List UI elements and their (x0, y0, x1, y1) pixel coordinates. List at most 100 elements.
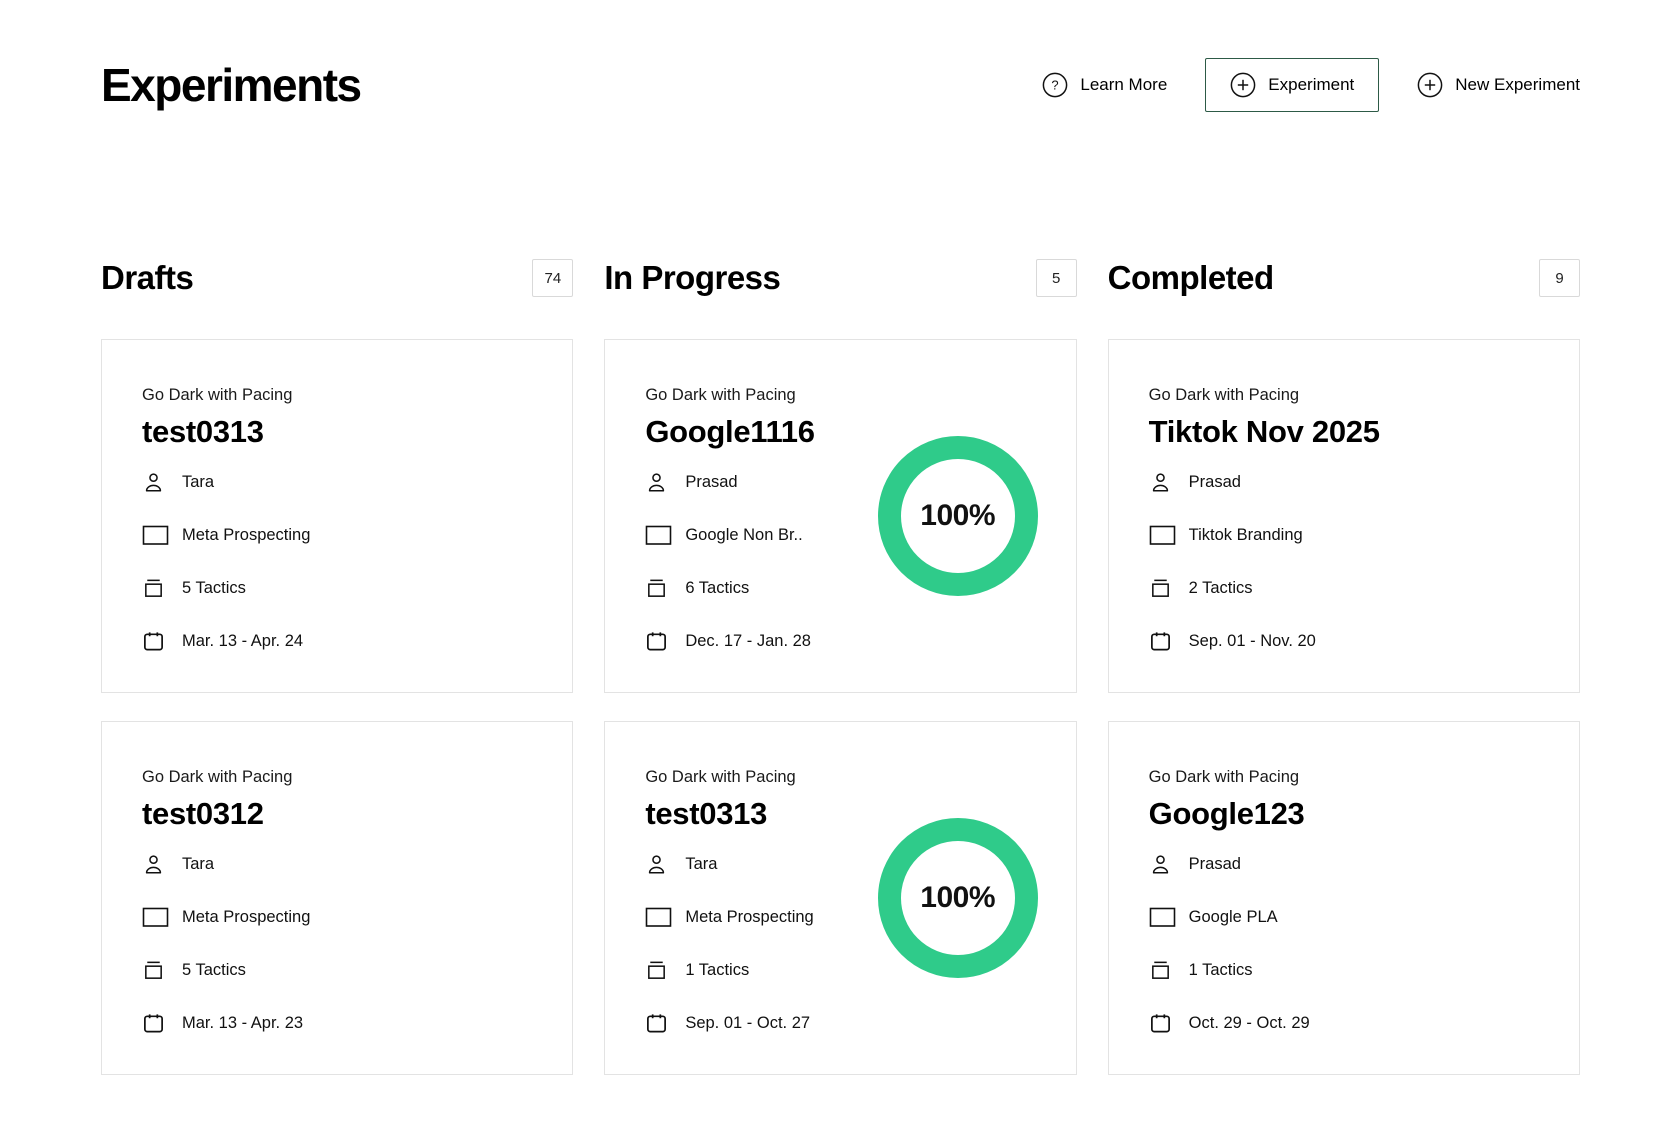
channel-name: Meta Prospecting (685, 907, 814, 926)
channel-name: Tiktok Branding (1188, 525, 1303, 544)
channel-rectangle-icon (645, 523, 672, 547)
progress-value: 100% (920, 499, 996, 532)
experiment-card[interactable]: Go Dark with Pacing Google1116 Prasad Go… (604, 339, 1077, 693)
owner-name: Tara (685, 854, 718, 873)
channel-rectangle-icon (1149, 523, 1176, 547)
experiment-type: Go Dark with Pacing (645, 386, 796, 404)
owner-name: Prasad (1188, 472, 1241, 491)
owner-name: Tara (182, 472, 215, 491)
column-in-progress: In Progress 5 Go Dark with Pacing Google… (604, 258, 1077, 1075)
learn-more-button[interactable]: ? Learn More (1042, 72, 1167, 98)
experiment-card[interactable]: Go Dark with Pacing test0313 Tara Meta P… (604, 721, 1077, 1075)
tactics-count: 5 Tactics (182, 578, 246, 597)
channel-row: Tiktok Branding (1149, 521, 1539, 549)
experiment-type: Go Dark with Pacing (1148, 768, 1300, 786)
tactics-count: 1 Tactics (685, 960, 750, 979)
column-title: In Progress (604, 259, 781, 296)
date-range: Sep. 01 - Oct. 27 (685, 1013, 811, 1032)
channel-rectangle-icon (645, 905, 672, 929)
svg-text:?: ? (1052, 78, 1059, 93)
channel-rectangle-icon (1149, 905, 1176, 929)
channel-name: Google PLA (1188, 907, 1278, 926)
dates-row: Oct. 29 - Oct. 29 (1149, 1009, 1539, 1037)
column-drafts-header: Drafts 74 (101, 258, 574, 298)
dates-row: Mar. 13 - Apr. 24 (142, 627, 532, 655)
experiment-type: Go Dark with Pacing (645, 768, 796, 786)
tactics-row: 1 Tactics (645, 956, 1035, 984)
person-icon (142, 471, 169, 494)
calendar-icon (1149, 1012, 1176, 1035)
experiment-title: Google1116 (645, 414, 815, 449)
calendar-icon (645, 1012, 672, 1035)
date-range: Mar. 13 - Apr. 23 (182, 1013, 304, 1032)
column-title: Drafts (101, 259, 194, 296)
column-completed-header: Completed 9 (1108, 258, 1580, 298)
channel-row: Meta Prospecting (645, 903, 1035, 931)
experiment-card[interactable]: Go Dark with Pacing test0312 Tara Meta P… (101, 721, 574, 1075)
owner-row: Prasad (1149, 850, 1539, 878)
tactics-row: 5 Tactics (142, 956, 532, 984)
experiment-title: Tiktok Nov 2025 (1148, 414, 1380, 449)
column-count-badge: 9 (1539, 259, 1580, 297)
dates-row: Dec. 17 - Jan. 28 (645, 627, 1035, 655)
experiment-type: Go Dark with Pacing (142, 386, 293, 404)
experiment-title: test0312 (142, 796, 264, 831)
experiment-title: test0313 (645, 796, 768, 831)
channel-row: Meta Prospecting (142, 903, 532, 931)
progress-value: 100% (920, 881, 996, 914)
experiment-button-label: Experiment (1268, 75, 1355, 94)
experiment-card[interactable]: Go Dark with Pacing Tiktok Nov 2025 Pras… (1107, 339, 1580, 693)
tactics-count: 6 Tactics (685, 578, 750, 597)
owner-row: Prasad (645, 468, 1035, 496)
tactics-row: 6 Tactics (645, 574, 1035, 602)
tactics-tray-icon (1149, 577, 1176, 600)
dates-row: Sep. 01 - Nov. 20 (1149, 627, 1539, 655)
person-icon (645, 853, 672, 876)
tactics-tray-icon (142, 577, 169, 600)
calendar-icon (142, 630, 169, 653)
channel-row: Meta Prospecting (142, 521, 532, 549)
tactics-row: 1 Tactics (1149, 956, 1539, 984)
person-icon (1149, 471, 1176, 494)
owner-row: Prasad (1149, 468, 1539, 496)
experiments-board: Drafts 74 Go Dark with Pacing test0313 T… (0, 258, 1680, 1075)
tactics-count: 2 Tactics (1188, 578, 1253, 597)
owner-name: Prasad (685, 472, 738, 491)
owner-row: Tara (142, 468, 532, 496)
experiment-type: Go Dark with Pacing (1148, 386, 1300, 404)
experiment-title: Google123 (1148, 796, 1305, 831)
experiment-title: test0313 (142, 414, 264, 449)
tactics-tray-icon (645, 959, 672, 982)
experiment-card[interactable]: Go Dark with Pacing test0313 Tara Meta P… (101, 339, 574, 693)
experiment-card[interactable]: Go Dark with Pacing Google123 Prasad Goo… (1107, 721, 1580, 1075)
calendar-icon (1149, 630, 1176, 653)
experiment-button[interactable]: Experiment (1205, 58, 1380, 112)
channel-rectangle-icon (142, 905, 169, 929)
owner-name: Tara (182, 854, 215, 873)
page-title: Experiments (101, 59, 362, 111)
channel-row: Google Non Br.. (645, 521, 1035, 549)
channel-row: Google PLA (1149, 903, 1539, 931)
owner-row: Tara (645, 850, 1035, 878)
column-drafts: Drafts 74 Go Dark with Pacing test0313 T… (101, 258, 574, 1075)
dates-row: Sep. 01 - Oct. 27 (645, 1009, 1035, 1037)
tactics-row: 5 Tactics (142, 574, 532, 602)
plus-circle-icon (1417, 72, 1443, 98)
channel-rectangle-icon (142, 523, 169, 547)
column-title: Completed (1107, 259, 1275, 296)
calendar-icon (142, 1012, 169, 1035)
new-experiment-button[interactable]: New Experiment (1417, 72, 1580, 98)
column-completed: Completed 9 Go Dark with Pacing Tiktok N… (1107, 258, 1580, 1075)
column-in-progress-header: In Progress 5 (604, 258, 1077, 298)
date-range: Oct. 29 - Oct. 29 (1188, 1013, 1310, 1032)
learn-more-label: Learn More (1080, 75, 1168, 94)
new-experiment-label: New Experiment (1455, 75, 1580, 94)
page-header: Experiments ? Learn More Experiment New … (0, 0, 1680, 112)
plus-circle-icon (1230, 72, 1256, 98)
header-actions: ? Learn More Experiment New Experiment (1042, 58, 1580, 112)
owner-row: Tara (142, 850, 532, 878)
tactics-count: 1 Tactics (1188, 960, 1253, 979)
person-icon (645, 471, 672, 494)
progress-ring: 100% (877, 436, 1038, 596)
date-range: Sep. 01 - Nov. 20 (1188, 631, 1316, 650)
